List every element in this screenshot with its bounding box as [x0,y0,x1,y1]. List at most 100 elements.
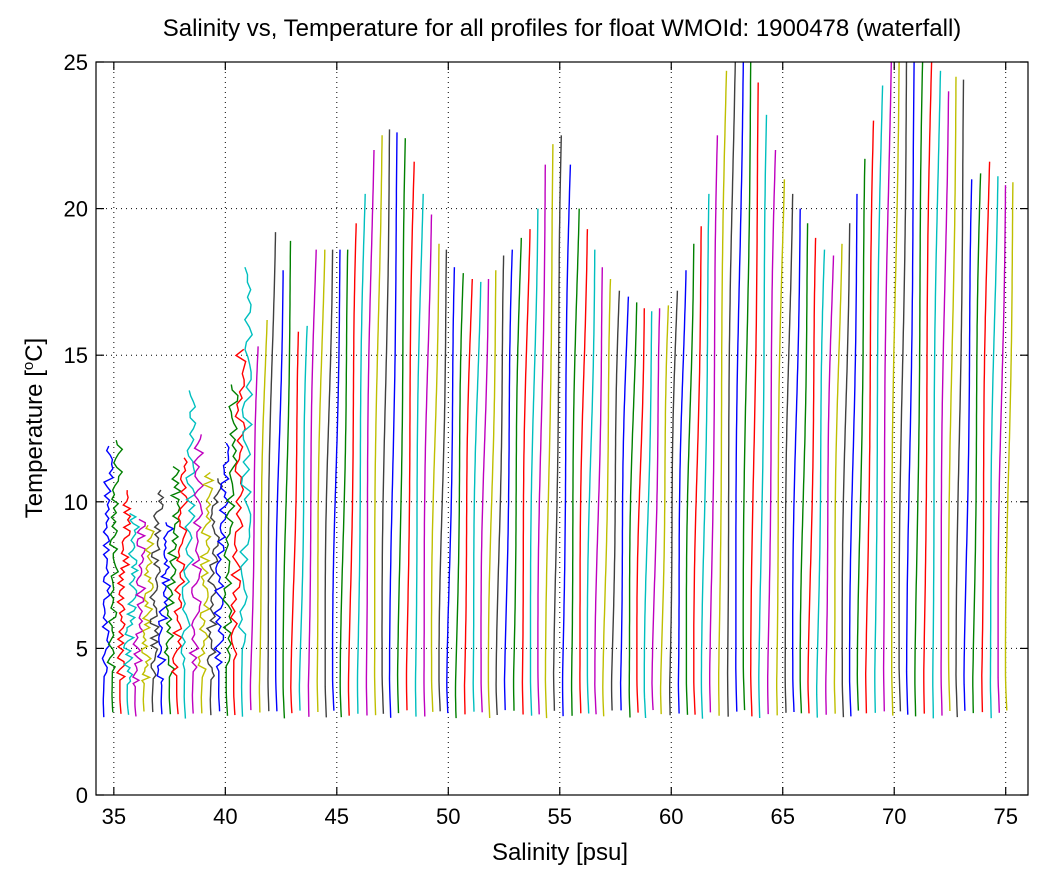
profile-line [651,308,661,711]
profile-line [882,61,892,712]
profile-line [963,179,973,711]
profile-line [669,290,679,716]
x-tick-label: 55 [548,804,572,829]
profile-line [1004,182,1014,711]
profile-line [807,237,817,714]
profile-line [197,471,215,714]
x-axis-label: Salinity [psu] [492,839,628,866]
profile-line [700,193,710,719]
profile-line [833,243,843,714]
x-tick-label: 65 [770,804,794,829]
profile-line [677,270,687,714]
profile-line [454,273,464,719]
profile-line [932,70,942,719]
profile-line [205,478,224,716]
profile-line [825,255,835,715]
profile-line [981,161,991,713]
y-tick-label: 5 [76,636,88,661]
profile-line [685,243,695,715]
profile-line [792,208,801,713]
profile-line [914,61,924,717]
profile-line [610,290,621,711]
profile-line [365,149,375,716]
profile-line [339,249,349,718]
profile-line [423,214,433,717]
profile-line [784,193,794,713]
y-tick-label: 0 [76,783,88,808]
x-tick-label: 50 [436,804,460,829]
profile-line [188,434,205,714]
profile-line [180,390,197,719]
axes-layer: 35 40 45 50 55 60 65 70 75 0 5 10 15 20 25 [64,50,1029,829]
x-tick-label: 35 [102,804,126,829]
profile-line [552,135,562,711]
x-tick-label: 45 [325,804,349,829]
x-tick-label: 60 [659,804,683,829]
profile-line [544,144,554,719]
profile-line [258,319,268,713]
profile-line [594,267,603,715]
profile-line [718,70,728,716]
profile-line [495,255,505,716]
profile-line [213,442,230,712]
y-axis-label-main: Temperature [ [21,370,48,518]
profile-line [619,296,630,711]
profile-line [947,76,957,712]
profile-line [298,325,308,711]
profile-line [529,208,539,716]
profile-line [767,149,777,715]
profile-line [487,270,497,719]
profile-line [149,489,165,713]
profiles-layer [101,61,1014,719]
profile-line [848,193,858,717]
profile-line [237,266,254,717]
profile-line [749,82,759,717]
profile-line [643,311,653,719]
profile-line [373,135,383,716]
profile-line [735,61,744,712]
profile-line [267,232,277,712]
profile-line [480,278,490,713]
profile-line [282,240,292,719]
profile-line [898,61,908,712]
profile-line [249,346,259,711]
profile-line [521,229,531,715]
profile-line [101,445,115,718]
profile-line [347,223,357,716]
profile-line [316,249,326,713]
profile-line [503,249,513,711]
profile-line [742,61,752,711]
profile-line [923,61,933,714]
profile-line [388,132,398,718]
profile-line [856,158,866,711]
profile-line [307,249,317,717]
y-axis-label: Temperature [oC] [20,338,48,518]
profile-line [628,302,638,718]
profile-line [131,518,147,717]
profile-line [324,249,334,718]
profile-line [636,308,645,713]
plot-frame [95,61,1029,796]
profile-line [972,173,982,714]
y-tick-label: 10 [64,490,88,515]
profile-line [955,79,965,718]
profile-line [438,249,448,712]
profile-line [940,91,950,716]
profile-line [163,466,183,715]
profile-line [171,457,189,715]
y-axis-label-end: C] [21,338,48,362]
profile-line [229,348,247,716]
profile-line [561,164,572,717]
profile-line [726,61,736,717]
profile-line [864,120,875,714]
profile-line [586,249,596,714]
chart-title: Salinity vs, Temperature for all profile… [163,15,962,42]
profile-line [414,193,424,717]
profile-line [331,249,341,711]
profile-line [156,522,175,715]
profile-line [140,524,155,712]
profile-line [430,243,440,712]
profile-line [602,278,612,717]
